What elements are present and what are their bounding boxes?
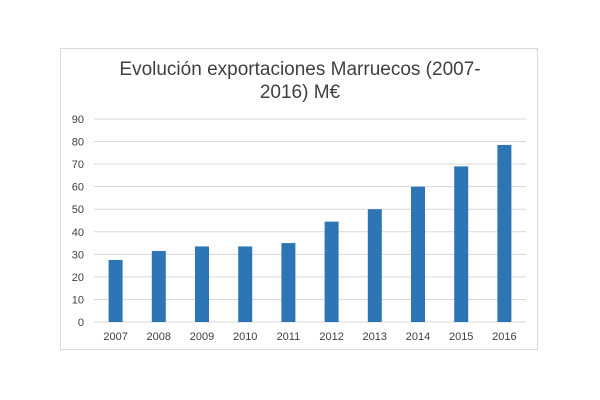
bar [195, 246, 209, 322]
y-tick-label: 60 [72, 182, 84, 194]
bar [411, 186, 425, 322]
x-tick-label: 2016 [492, 331, 516, 343]
y-tick-label: 40 [72, 227, 84, 239]
bar-chart: 0 10 20 30 40 50 60 70 80 90 2007 2008 2009 2010 2011 2… [72, 114, 526, 343]
x-tick-label: 2012 [319, 331, 343, 343]
x-tick-label: 2011 [277, 331, 301, 343]
bar [454, 166, 469, 322]
bar [238, 246, 253, 322]
bar [497, 144, 512, 322]
y-tick-label: 90 [72, 114, 84, 126]
x-tick-label: 2015 [449, 331, 473, 343]
y-tick-label: 70 [72, 159, 84, 171]
x-tick-label: 2009 [190, 331, 214, 343]
y-tick-label: 50 [72, 204, 84, 216]
chart-frame: Evolución exportaciones Marruecos (2007-… [60, 48, 538, 350]
bar [281, 243, 296, 322]
chart-title: Evolución exportaciones Marruecos (2007-… [61, 58, 539, 104]
x-tick-label: 2014 [406, 331, 430, 343]
x-tick-label: 2010 [233, 331, 257, 343]
chart-title-line-2: 2016) M€ [259, 82, 341, 103]
x-tick-label: 2008 [147, 331, 171, 343]
bar [367, 209, 382, 322]
x-tick-label: 2013 [363, 331, 387, 343]
y-tick-label: 30 [72, 249, 84, 261]
y-tick-label: 10 [72, 294, 84, 306]
x-tick-label: 2007 [103, 331, 127, 343]
y-tick-label: 0 [78, 317, 84, 329]
bar [324, 221, 339, 322]
y-tick-label: 20 [72, 272, 84, 284]
bar [108, 259, 123, 322]
bar [151, 250, 166, 322]
y-tick-label: 80 [72, 137, 84, 149]
chart-title-line-1: Evolución exportaciones Marruecos (2007- [119, 59, 481, 80]
